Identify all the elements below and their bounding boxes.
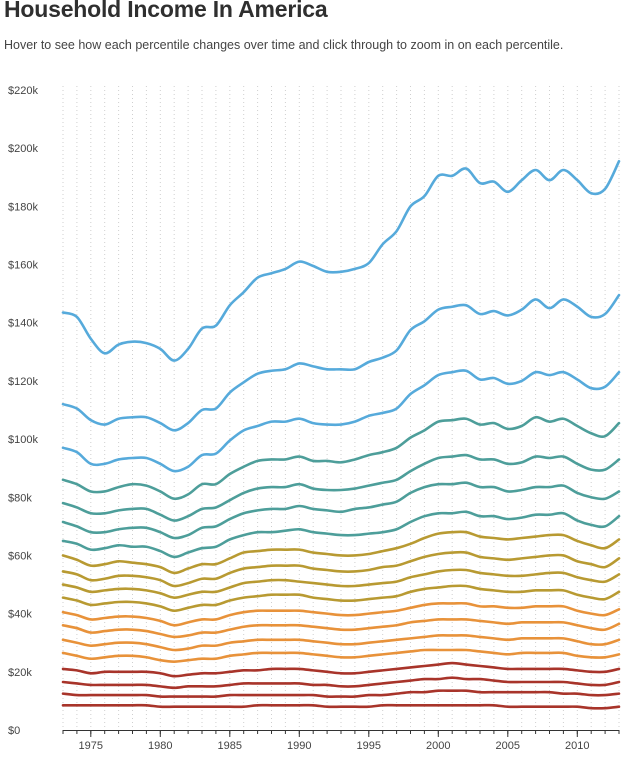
series-line-6[interactable] [61,481,621,540]
y-tick-label: $80k [8,492,32,504]
grid-lines [62,86,620,730]
series-line-17[interactable] [61,676,621,690]
y-tick-label: $40k [8,609,32,621]
series-line-10[interactable] [61,568,621,599]
series-line-19[interactable] [61,703,621,710]
series-line-8[interactable] [61,530,621,575]
y-axis-ticks: $0 $20k $40k $60k $80k $100k $120k $140k $160k $1… [8,85,38,737]
x-tick-label: 1990 [287,740,311,752]
series-line-16[interactable] [61,661,621,678]
x-axis: 1975 1980 1985 1990 1995 2000 2005 2010 [62,730,620,752]
y-tick-label: $20k [8,667,32,679]
series-line-9[interactable] [61,550,621,588]
x-tick-label: 1980 [148,740,172,752]
x-tick-label: 1975 [79,740,103,752]
x-tick-label: 2005 [496,740,520,752]
page-subtitle: Hover to see how each percentile changes… [4,38,564,52]
y-tick-label: $100k [8,434,38,446]
series-line-15[interactable] [61,648,621,663]
series-line-13[interactable] [61,618,621,639]
series-line-12[interactable] [61,601,621,627]
series-lines[interactable] [61,159,621,710]
series-line-1[interactable] [61,159,621,362]
series-line-3[interactable] [61,369,621,473]
x-tick-label: 1985 [218,740,242,752]
x-tick-label: 1995 [357,740,381,752]
x-tick-label: 2010 [565,740,589,752]
series-line-2[interactable] [61,293,621,432]
x-tick-label: 2000 [426,740,450,752]
series-line-14[interactable] [61,634,621,652]
series-line-4[interactable] [61,415,621,501]
y-tick-label: $0 [8,725,20,737]
y-tick-label: $60k [8,550,32,562]
series-line-18[interactable] [61,689,621,698]
y-tick-label: $140k [8,318,38,330]
page-title: Household Income In America [4,0,328,22]
y-tick-label: $160k [8,260,38,272]
y-tick-label: $120k [8,376,38,388]
series-line-5[interactable] [61,453,621,522]
y-tick-label: $200k [8,143,38,155]
y-tick-label: $220k [8,85,38,97]
series-line-11[interactable] [61,584,621,613]
y-tick-label: $180k [8,201,38,213]
series-line-7[interactable] [61,510,621,559]
